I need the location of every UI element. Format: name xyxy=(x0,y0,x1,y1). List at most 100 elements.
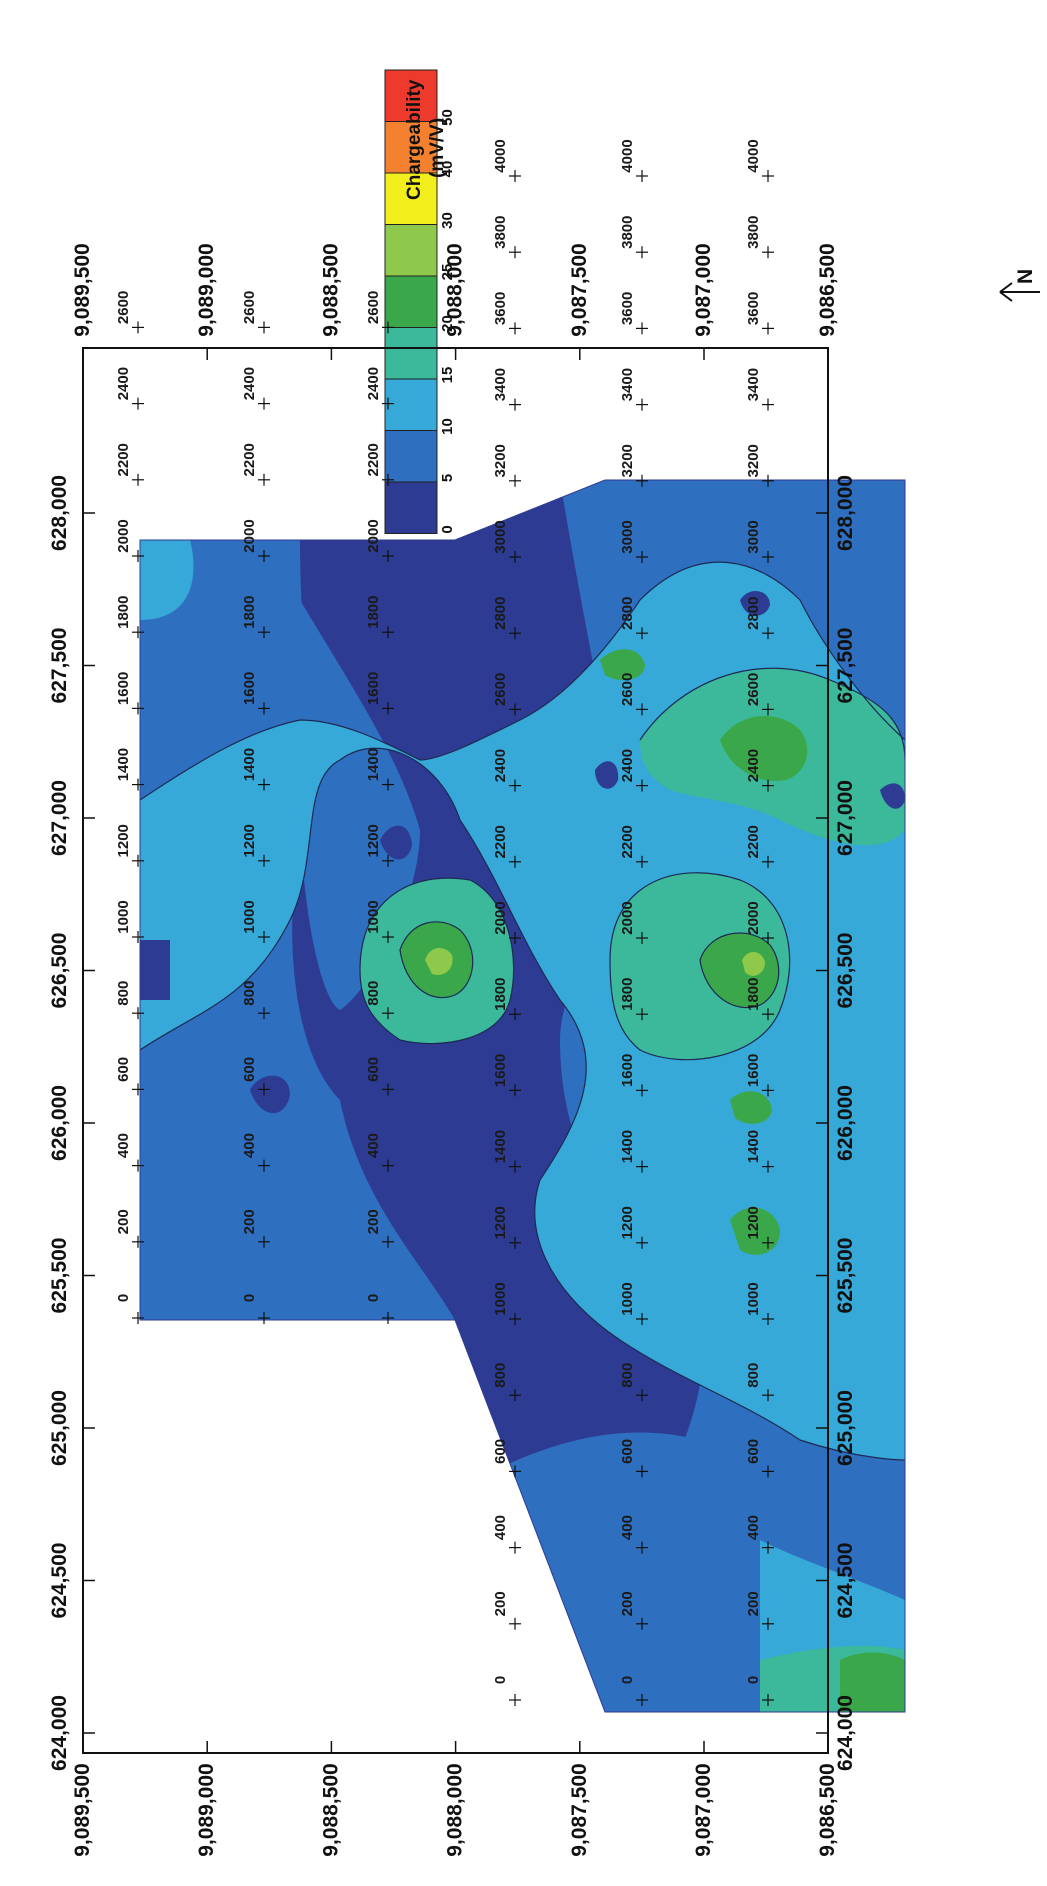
easting-label: 626,000 xyxy=(48,1085,71,1161)
station-label: 1800 xyxy=(115,596,132,629)
legend-value-label: 5 xyxy=(439,474,456,482)
station-label: 600 xyxy=(745,1439,762,1464)
northing-label: 9,088,500 xyxy=(319,1763,342,1856)
station-label: 200 xyxy=(365,1209,382,1234)
legend-value-label: 15 xyxy=(439,367,456,384)
station-label: 1600 xyxy=(365,672,382,705)
easting-label: 625,000 xyxy=(48,1390,71,1466)
station-label: 4000 xyxy=(619,139,636,172)
station-label: 1000 xyxy=(745,1282,762,1315)
station-label: 2200 xyxy=(365,443,382,476)
legend-swatch xyxy=(384,481,438,534)
station-label: 3200 xyxy=(492,444,509,477)
station-label: 3600 xyxy=(745,292,762,325)
northing-label: 9,089,000 xyxy=(195,1763,218,1856)
station-label: 2600 xyxy=(365,291,382,324)
station-label: 3200 xyxy=(619,444,636,477)
station-label: 800 xyxy=(241,981,258,1006)
station-label: 3600 xyxy=(619,292,636,325)
frame-ticks xyxy=(82,348,829,1753)
station-label: 3800 xyxy=(745,216,762,249)
station-label: 400 xyxy=(365,1133,382,1158)
station-label: 3000 xyxy=(745,520,762,553)
northing-label: 9,087,000 xyxy=(692,1763,715,1856)
station-label: 2600 xyxy=(241,291,258,324)
station-label: 1800 xyxy=(745,978,762,1011)
station-label: 400 xyxy=(241,1133,258,1158)
easting-label: 624,000 xyxy=(834,1695,857,1771)
station-label: 2400 xyxy=(241,367,258,400)
station-label: 1000 xyxy=(492,1282,509,1315)
legend-swatch xyxy=(384,69,438,122)
station-label: 2000 xyxy=(619,901,636,934)
station-label: 0 xyxy=(365,1294,382,1302)
legend-value-label: 30 xyxy=(439,212,456,229)
northing-label: 9,087,000 xyxy=(692,243,715,336)
station-label: 1200 xyxy=(745,1206,762,1239)
northing-label: 9,089,000 xyxy=(195,243,218,336)
northing-label: 9,088,000 xyxy=(444,1763,467,1856)
survey-boundary xyxy=(139,479,906,1713)
station-label: 1800 xyxy=(365,596,382,629)
station-label: 200 xyxy=(619,1591,636,1616)
station-label: 2800 xyxy=(745,597,762,630)
easting-label: 627,000 xyxy=(48,780,71,856)
station-label: 1000 xyxy=(241,900,258,933)
station-label: 2200 xyxy=(745,825,762,858)
station-label: 1400 xyxy=(365,748,382,781)
station-label: 0 xyxy=(619,1676,636,1684)
station-label: 1800 xyxy=(241,596,258,629)
station-label: 1200 xyxy=(115,824,132,857)
station-label: 800 xyxy=(365,981,382,1006)
station-label: 400 xyxy=(619,1515,636,1540)
station-label: 2800 xyxy=(619,597,636,630)
easting-label: 627,500 xyxy=(834,628,857,704)
station-label: 1600 xyxy=(492,1054,509,1087)
legend-value-label: 10 xyxy=(439,418,456,435)
station-label: 1600 xyxy=(115,672,132,705)
station-label: 2200 xyxy=(619,825,636,858)
north-arrow-icon: N xyxy=(999,269,1040,302)
legend-value-label: 40 xyxy=(439,161,456,178)
station-label: 2000 xyxy=(492,901,509,934)
easting-labels-top: 624,000 624,500 625,000 625,500 626,000 626,5… xyxy=(48,475,71,1771)
station-label: 2200 xyxy=(241,443,258,476)
easting-label: 624,000 xyxy=(48,1695,71,1771)
easting-label: 626,500 xyxy=(48,933,71,1009)
station-label: 0 xyxy=(241,1294,258,1302)
station-label: 2400 xyxy=(492,749,509,782)
station-label: 1200 xyxy=(241,824,258,857)
legend-value-label: 25 xyxy=(439,264,456,281)
legend-units: (mV/V) xyxy=(427,118,448,178)
station-label: 2200 xyxy=(492,825,509,858)
station-label: 1000 xyxy=(365,900,382,933)
station-label: 3400 xyxy=(492,368,509,401)
station-label: 1600 xyxy=(745,1054,762,1087)
easting-label: 627,000 xyxy=(834,780,857,856)
legend-swatch xyxy=(384,121,438,174)
northing-label: 9,087,500 xyxy=(568,1763,591,1856)
north-arrow-label: N xyxy=(1014,269,1037,284)
northing-label: 9,088,000 xyxy=(444,243,467,336)
station-label: 0 xyxy=(492,1676,509,1684)
station-label: 3800 xyxy=(619,216,636,249)
station-label: 400 xyxy=(492,1515,509,1540)
station-markers: 0200400600800100012001400160018002000220… xyxy=(115,139,774,1706)
station-label: 800 xyxy=(115,981,132,1006)
station-label: 3200 xyxy=(745,444,762,477)
legend-value-label: 50 xyxy=(439,109,456,126)
station-label: 2200 xyxy=(115,443,132,476)
legend-swatch xyxy=(384,275,438,328)
station-label: 3600 xyxy=(492,292,509,325)
station-label: 0 xyxy=(745,1676,762,1684)
northing-label: 9,089,500 xyxy=(71,243,94,336)
contour-fill xyxy=(140,480,905,1712)
easting-label: 625,500 xyxy=(48,1238,71,1314)
station-label: 600 xyxy=(619,1439,636,1464)
easting-label: 626,000 xyxy=(834,1085,857,1161)
station-label: 1000 xyxy=(619,1282,636,1315)
easting-label: 627,500 xyxy=(48,628,71,704)
legend-title: Chargeability xyxy=(404,79,425,200)
station-label: 2400 xyxy=(745,749,762,782)
